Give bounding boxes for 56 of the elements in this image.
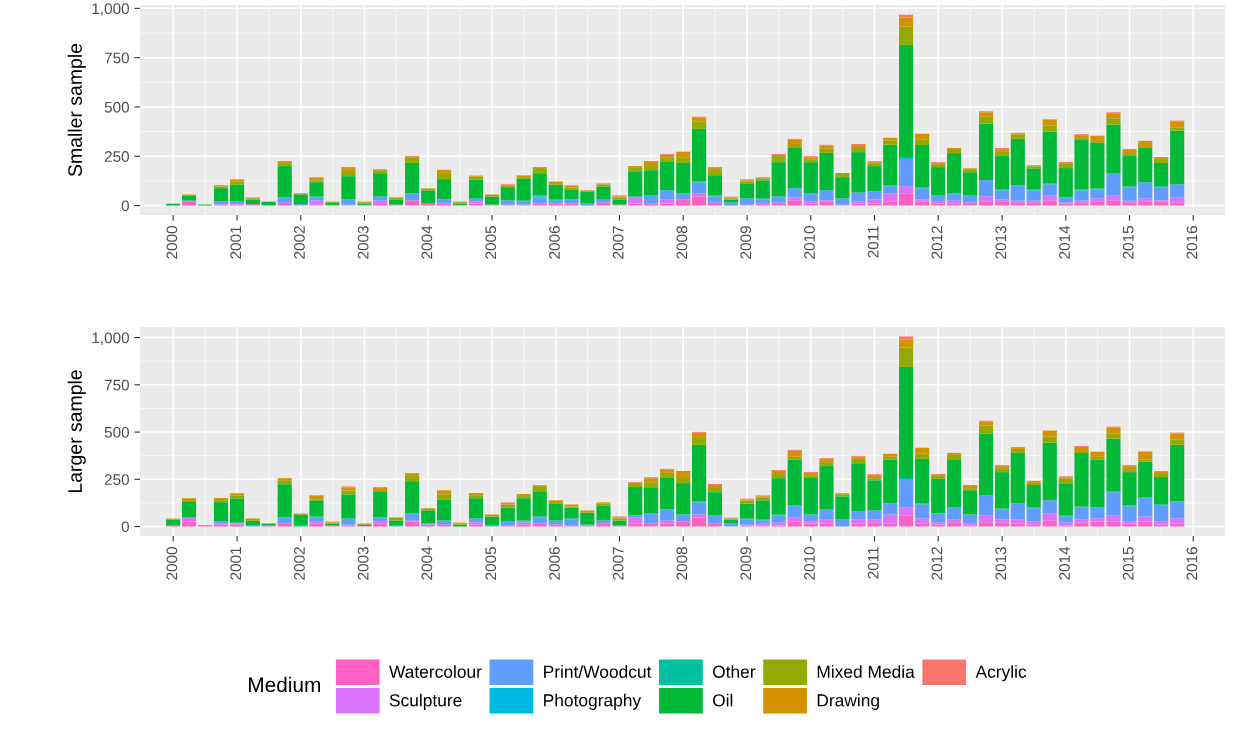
x-tick-label: 2000	[166, 226, 178, 259]
x-tick-label: 2007	[612, 226, 624, 259]
y-tick-label: 750	[104, 52, 129, 64]
x-tick-label: 2012	[931, 226, 943, 259]
x-tick-label: 2013	[995, 547, 1007, 580]
x-tick-label: 2010	[804, 547, 815, 580]
x-tick-label: 2016	[1186, 226, 1198, 259]
legend-label: Photography	[544, 693, 642, 710]
x-tick-label: 2014	[1059, 546, 1070, 580]
x-tick-label: 2011	[867, 547, 879, 579]
x-tick-label: 2016	[1186, 547, 1198, 580]
x-tick-label: 2011	[867, 226, 879, 258]
x-tick-label: 2001	[230, 226, 242, 259]
x-tick-label: 2003	[357, 226, 369, 259]
x-tick-label: 2015	[1122, 226, 1134, 259]
x-tick-label: 2006	[549, 226, 560, 259]
legend-label: Drawing	[817, 693, 879, 710]
x-tick-label: 2010	[804, 226, 815, 259]
legend-title: Medium	[248, 676, 320, 693]
x-tick-label: 2012	[931, 547, 943, 580]
x-tick-label: 2005	[485, 226, 497, 259]
legend-label: Sculpture	[389, 693, 462, 710]
y-tick-label: 750	[104, 379, 129, 391]
y-tick-label: 500	[104, 426, 129, 438]
x-tick-label: 2009	[740, 547, 752, 580]
x-tick-label: 2000	[166, 547, 178, 580]
legend-label: Oil	[712, 693, 733, 707]
y-tick-label: 0	[121, 521, 129, 533]
y-axis-title: Smaller sample	[67, 43, 86, 177]
y-tick-label: 1,000	[92, 3, 129, 16]
x-tick-label: 2015	[1122, 547, 1134, 580]
y-tick-label: 500	[104, 101, 129, 113]
legend-label: Acrylic	[975, 665, 1027, 682]
x-tick-label: 2001	[230, 547, 242, 580]
legend-label: Other	[712, 665, 756, 678]
y-tick-label: 1,000	[92, 332, 129, 346]
x-tick-label: 2009	[740, 226, 752, 259]
x-tick-label: 2014	[1059, 225, 1070, 259]
x-tick-label: 2002	[294, 547, 305, 580]
y-axis-title: Larger sample	[67, 370, 86, 493]
x-tick-label: 2013	[995, 226, 1007, 259]
x-tick-label: 2005	[485, 547, 497, 580]
x-tick-label: 2004	[421, 546, 433, 580]
x-tick-label: 2008	[676, 226, 688, 259]
y-tick-label: 250	[104, 151, 129, 162]
x-tick-label: 2004	[421, 225, 433, 259]
x-tick-label: 2002	[294, 226, 305, 259]
legend-label: Watercolour	[389, 665, 482, 678]
legend-label: Print/Woodcut	[544, 665, 652, 678]
x-tick-label: 2007	[612, 547, 624, 580]
x-tick-label: 2003	[357, 547, 369, 580]
y-tick-label: 0	[121, 200, 129, 212]
x-tick-label: 2006	[549, 547, 560, 580]
y-tick-label: 250	[104, 474, 129, 485]
legend-label: Mixed Media	[817, 665, 915, 678]
x-tick-label: 2008	[676, 547, 688, 580]
